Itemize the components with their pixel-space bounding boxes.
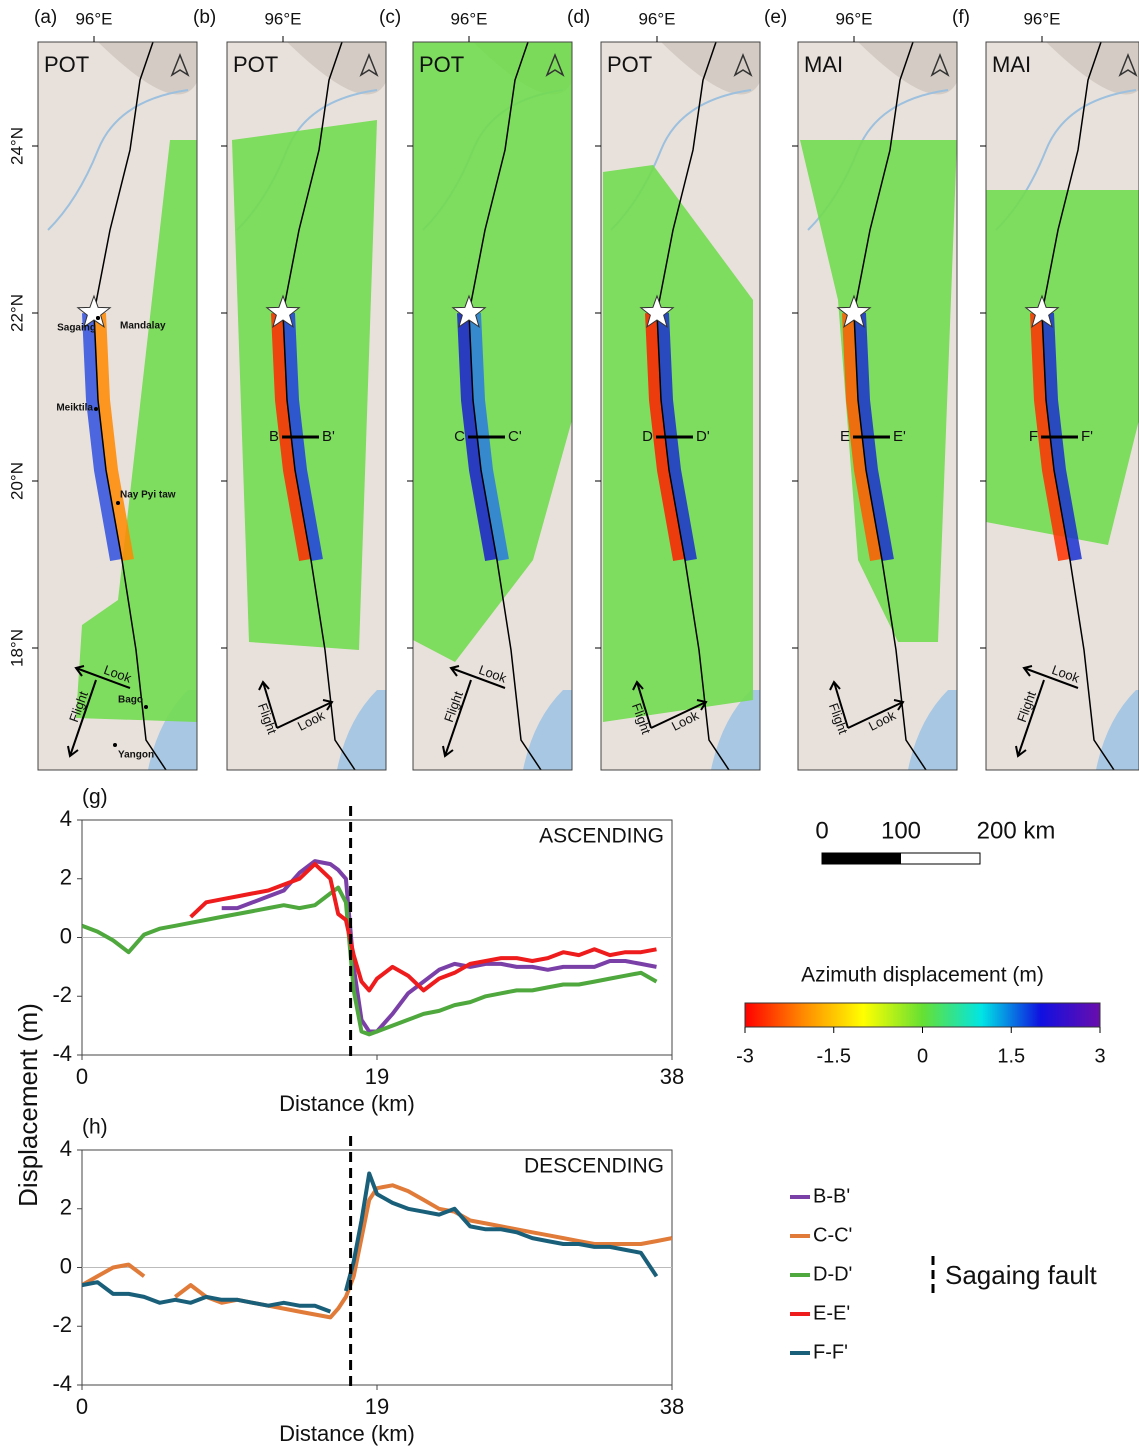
colorbar-label: 0 bbox=[917, 1045, 928, 1067]
x-tick-label: 38 bbox=[660, 1064, 684, 1089]
panel-label: (f) bbox=[952, 7, 970, 28]
panel-label: (b) bbox=[193, 7, 216, 28]
y-tick-label: 0 bbox=[60, 1253, 72, 1278]
method-label: MAI bbox=[992, 52, 1031, 77]
legend-label: C-C' bbox=[813, 1224, 852, 1246]
panel-label: (c) bbox=[379, 7, 401, 28]
method-label: POT bbox=[419, 52, 464, 77]
city-dot bbox=[94, 407, 98, 411]
city-label: Yangon bbox=[118, 750, 154, 761]
city-label: Mandalay bbox=[120, 321, 166, 332]
method-label: MAI bbox=[804, 52, 843, 77]
legend-label: D-D' bbox=[813, 1263, 852, 1285]
x-tick-label: 0 bbox=[76, 1394, 88, 1419]
insar-swath bbox=[232, 120, 377, 650]
colorbar-title: Azimuth displacement (m) bbox=[801, 964, 1044, 987]
profile-end: C' bbox=[508, 428, 522, 445]
profile-start: F bbox=[1029, 428, 1038, 445]
scale-label: 0 bbox=[815, 817, 828, 844]
city-label: Nay Pyi taw bbox=[120, 490, 176, 501]
lon-label: 96°E bbox=[1023, 9, 1060, 28]
method-label: POT bbox=[607, 52, 652, 77]
profile-end: F' bbox=[1081, 428, 1093, 445]
y-tick-label: -2 bbox=[52, 982, 72, 1007]
lon-label: 96°E bbox=[835, 9, 872, 28]
lon-label: 96°E bbox=[638, 9, 675, 28]
y-tick-label: -4 bbox=[52, 1041, 72, 1066]
city-dot bbox=[116, 501, 120, 505]
legend-fault-label: Sagaing fault bbox=[945, 1260, 1098, 1290]
x-axis-label: Distance (km) bbox=[279, 1091, 415, 1116]
panel-label: (g) bbox=[82, 786, 108, 809]
lon-label: 96°E bbox=[75, 9, 112, 28]
y-tick-label: 4 bbox=[60, 1136, 72, 1161]
colorbar bbox=[745, 1003, 1100, 1027]
scale-label: 100 bbox=[881, 817, 921, 844]
city-label: Bago bbox=[118, 695, 143, 706]
lon-label: 96°E bbox=[264, 9, 301, 28]
city-dot bbox=[96, 316, 100, 320]
profile-end: E' bbox=[893, 428, 906, 445]
profile-start: C bbox=[454, 428, 465, 445]
city-dot bbox=[144, 705, 148, 709]
scale-bar-fill bbox=[822, 853, 901, 864]
profile-start: E bbox=[840, 428, 850, 445]
scale-label: 200 km bbox=[977, 817, 1056, 844]
lat-label: 18°N bbox=[7, 629, 26, 667]
profile-start: B bbox=[269, 428, 279, 445]
x-axis-label: Distance (km) bbox=[279, 1421, 415, 1446]
map-panel: MAIEE'LookFlight bbox=[798, 42, 957, 770]
x-tick-label: 19 bbox=[365, 1064, 389, 1089]
chart-title: DESCENDING bbox=[524, 1155, 664, 1178]
y-tick-label: 2 bbox=[60, 865, 72, 890]
panel-label: (h) bbox=[82, 1116, 108, 1139]
colorbar-label: -1.5 bbox=[817, 1045, 851, 1067]
lat-label: 24°N bbox=[7, 127, 26, 165]
y-tick-label: -4 bbox=[52, 1371, 72, 1396]
profile-start: D bbox=[642, 428, 653, 445]
city-label: Sagaing bbox=[57, 323, 96, 334]
method-label: POT bbox=[44, 52, 89, 77]
y-tick-label: -2 bbox=[52, 1312, 72, 1337]
lon-label: 96°E bbox=[450, 9, 487, 28]
profile-end: B' bbox=[322, 428, 335, 445]
panel-label: (a) bbox=[34, 7, 57, 28]
legend-label: E-E' bbox=[813, 1302, 850, 1324]
profile-end: D' bbox=[696, 428, 710, 445]
panel-label: (d) bbox=[567, 7, 590, 28]
figure: POTLookFlightSagaingMandalayMeiktilaNay … bbox=[0, 0, 1139, 1455]
lat-label: 20°N bbox=[7, 462, 26, 500]
x-tick-label: 0 bbox=[76, 1064, 88, 1089]
city-dot bbox=[113, 743, 117, 747]
y-tick-label: 4 bbox=[60, 806, 72, 831]
chart-title: ASCENDING bbox=[539, 825, 664, 848]
panel-label: (e) bbox=[764, 7, 787, 28]
y-tick-label: 2 bbox=[60, 1195, 72, 1220]
legend-label: B-B' bbox=[813, 1185, 850, 1207]
lat-label: 22°N bbox=[7, 294, 26, 332]
legend-label: F-F' bbox=[813, 1341, 848, 1363]
method-label: POT bbox=[233, 52, 278, 77]
x-tick-label: 19 bbox=[365, 1394, 389, 1419]
colorbar-label: 3 bbox=[1094, 1045, 1105, 1067]
colorbar-label: 1.5 bbox=[997, 1045, 1025, 1067]
colorbar-label: -3 bbox=[736, 1045, 754, 1067]
y-tick-label: 0 bbox=[60, 923, 72, 948]
y-axis-label: Displacement (m) bbox=[13, 1003, 43, 1207]
x-tick-label: 38 bbox=[660, 1394, 684, 1419]
city-label: Meiktila bbox=[56, 403, 93, 414]
